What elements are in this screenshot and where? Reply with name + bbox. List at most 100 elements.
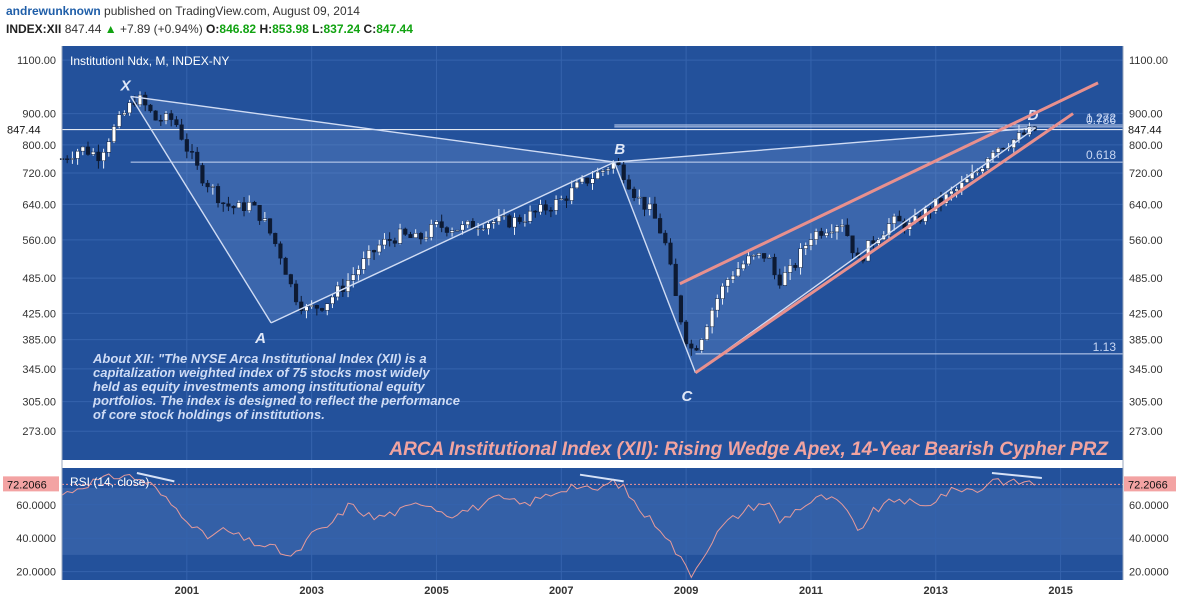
y-tick-label-right: 800.00 [1129,140,1163,152]
candle-down [179,124,184,140]
candle-down [621,164,626,180]
candle-up [210,186,215,188]
rsi-label: RSI (14, close) [70,475,149,489]
candle-down [585,177,590,184]
symbol[interactable]: INDEX:XII [6,22,62,36]
rsi-divergence-line [579,473,624,483]
wedge-lower-line [694,112,1074,374]
candle-down [65,158,70,160]
candle-up [481,228,486,230]
candle-down [148,104,153,112]
last-price-flag-right: 847.44 [1128,125,1162,137]
candle-up [80,146,85,152]
candle-down [169,113,174,120]
y-tick-label-right: 485.00 [1129,273,1163,285]
close-label: C: [363,22,377,36]
candle-up [70,158,75,160]
candle-up [75,150,80,159]
low-value: 837.24 [323,22,361,36]
candle-up [782,272,788,286]
y-tick-label-left: 1100.00 [17,55,56,67]
candle-down [153,110,158,121]
candle-down [632,188,637,198]
candle-up [886,223,892,236]
candle-up [309,305,314,307]
candle-down [673,263,678,296]
last-price-flag-left: 847.44 [7,125,41,137]
candle-up [491,221,496,224]
candle-down [1001,147,1006,150]
rsi-line [61,473,1035,579]
author-link[interactable]: andrewunknown [6,4,101,18]
candle-down [871,240,876,244]
candle-down [215,186,221,204]
candle-up [803,245,808,249]
candle-up [106,141,111,153]
pattern-leg-BC [613,161,697,374]
candle-up [460,224,465,231]
annotation-line-2: capitalization weighted index of 75 stoc… [93,365,430,380]
candle-up [512,217,517,228]
candle-up [356,269,361,276]
candle-down [288,274,293,285]
rsi-flag-left: 72.2066 [7,479,47,491]
candle-up [486,223,491,229]
candle-up [538,204,543,213]
up-arrow-icon: ▲ [104,22,117,36]
candle-down [143,94,148,106]
candle-up [798,248,803,268]
candle-up [954,188,959,192]
candle-up [647,203,652,210]
candle-down [408,234,413,238]
rsi-tick-label-left: 60.0000 [16,500,56,512]
candle-up [892,215,897,224]
annotation-line-1: About XII: "The NYSE Arca Institutional … [92,351,427,366]
grid-lines [62,46,1123,580]
candle-up [163,113,169,121]
candle-down [762,253,767,259]
annotation-line-3: held as equity investments among institu… [93,379,425,394]
y-tick-label-right: 900.00 [1129,109,1163,121]
fib-level-label: 1.13 [1093,340,1117,354]
last-price-flag-right-bg [1124,121,1176,137]
y-tick-label-right: 345.00 [1129,364,1163,376]
candle-down [548,209,553,212]
rsi-tick-label-right: 60.0000 [1129,500,1169,512]
y-tick-label-left: 345.00 [22,364,56,376]
candle-up [247,201,252,211]
candle-up [502,215,507,217]
candle-up [829,231,834,234]
candle-down [642,196,647,210]
candle-up [949,190,954,195]
y-tick-label-right: 273.00 [1129,426,1163,438]
candle-down [278,243,283,259]
candle-up [330,296,335,304]
pattern-point-C: C [681,388,693,405]
rsi-flag-right: 72.2066 [1128,479,1168,491]
candle-down [158,119,163,122]
candle-down [392,240,397,244]
price-change: +7.89 (+0.94%) [119,22,203,36]
candle-up [122,112,127,115]
candle-down [694,347,699,351]
candle-up [730,275,735,280]
candle-up [127,102,132,114]
rsi-tick-label-right: 40.0000 [1129,533,1169,545]
candle-up [528,210,533,222]
candle-up [808,239,814,246]
candle-up [429,224,434,238]
x-tick-label: 2003 [299,585,323,597]
candle-up [606,168,611,171]
candle-down [195,151,200,166]
candle-down [371,250,377,253]
pattern-point-A: A [254,330,266,347]
candle-up [720,285,725,299]
candle-up [725,279,730,287]
candle-down [200,165,205,184]
y-tick-label-left: 640.00 [22,199,56,211]
rsi-pane [61,472,1123,579]
rsi-flag-left-bg [3,476,59,492]
candle-down [684,321,689,345]
candle-up [117,114,122,127]
